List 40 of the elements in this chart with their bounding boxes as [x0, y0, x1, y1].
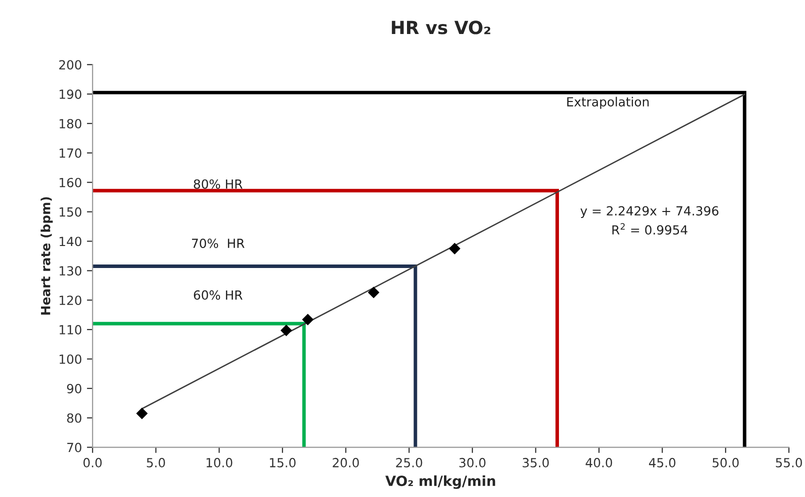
- y-tick-label: 190: [60, 90, 82, 99]
- annotation: 60% HR: [194, 290, 242, 300]
- y-tick-label: 90: [67, 384, 82, 394]
- y-tick-label: 170: [60, 148, 82, 158]
- x-tick-label: 35.0: [522, 458, 549, 468]
- y-tick-label: 180: [60, 118, 82, 128]
- x-tick-label: 50.0: [712, 458, 739, 468]
- point: [136, 408, 148, 420]
- y-axis-title: Heart rate (bpm): [40, 197, 53, 315]
- point: [368, 286, 380, 298]
- annotation: 80% HR: [194, 179, 242, 189]
- chart-title: HR vs VO₂: [392, 20, 490, 34]
- y-tick-label: 140: [60, 236, 82, 246]
- y-tick-label: 130: [60, 266, 82, 276]
- x-tick-label: 0.0: [83, 458, 102, 468]
- x-tick-label: 15.0: [270, 458, 296, 468]
- x-tick-label: 20.0: [332, 458, 359, 468]
- y-tick-label: 70: [67, 442, 82, 452]
- y-tick-label: 120: [60, 296, 82, 306]
- point: [280, 324, 292, 336]
- x-tick-label: 40.0: [586, 458, 612, 468]
- x-axis-title: VO₂ ml/kg/min: [385, 475, 496, 489]
- x-tick-label: 5.0: [146, 458, 165, 468]
- point: [302, 314, 314, 326]
- y-tick-label: 100: [60, 354, 82, 364]
- x-tick-label: 25.0: [396, 458, 422, 468]
- x-tick-label: 55.0: [776, 458, 802, 468]
- annotation: y = 2.2429x + 74.396: [580, 206, 718, 218]
- y-tick-label: 150: [60, 207, 82, 217]
- x-tick-label: 10.0: [206, 458, 232, 468]
- point: [448, 242, 460, 254]
- y-tick-label: 200: [59, 60, 82, 70]
- y-tick-label: 110: [60, 325, 82, 334]
- annotation: Extrapolation: [567, 96, 649, 109]
- y-tick-label: 160: [60, 178, 82, 188]
- x-tick-label: 30.0: [459, 458, 486, 468]
- y-tick-label: 80: [67, 413, 82, 423]
- x-tick-label: 45.0: [648, 458, 676, 468]
- annotation: R$^{2}$ = 0.9954: [612, 223, 688, 235]
- annotation: 70% HR: [192, 238, 244, 248]
